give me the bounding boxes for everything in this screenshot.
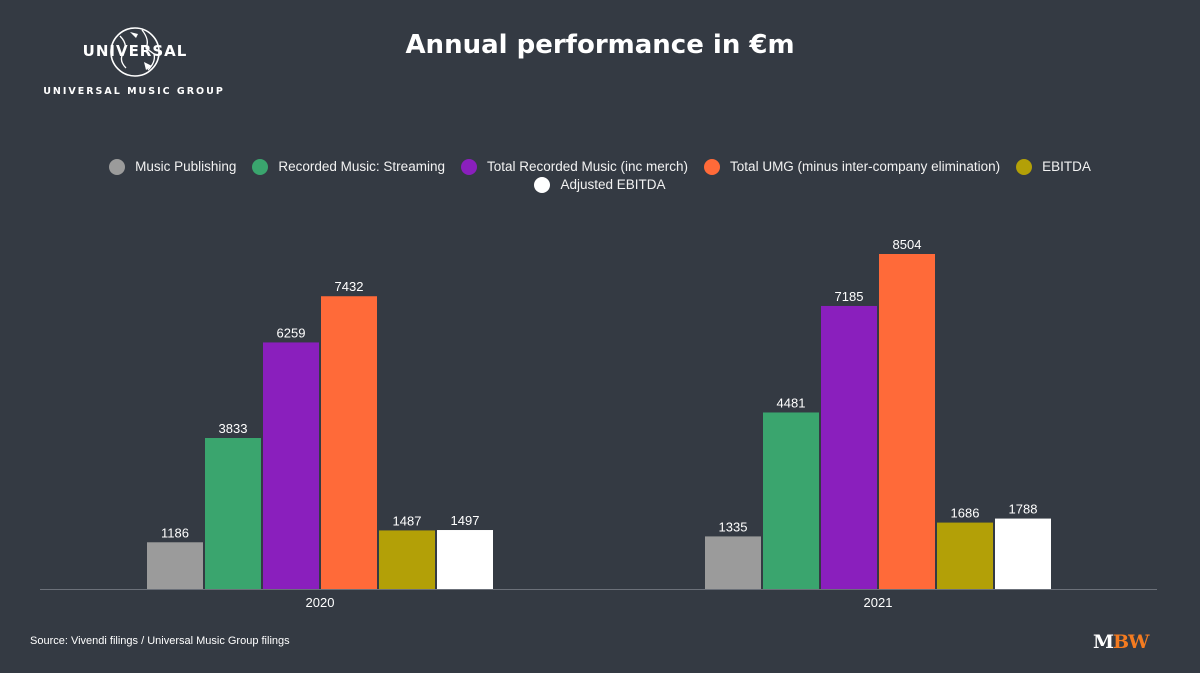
logo-wordmark: UNIVERSAL bbox=[82, 42, 188, 60]
data-label: 6259 bbox=[277, 325, 306, 340]
x-tick-label: 2020 bbox=[306, 595, 335, 610]
data-label: 7185 bbox=[835, 289, 864, 304]
data-label: 8504 bbox=[893, 237, 922, 252]
bar bbox=[147, 542, 203, 589]
data-label: 1686 bbox=[951, 506, 980, 521]
legend-swatch bbox=[252, 159, 269, 175]
bar bbox=[879, 254, 935, 589]
bar bbox=[705, 536, 761, 589]
legend-label: Recorded Music: Streaming bbox=[278, 159, 445, 174]
bar bbox=[763, 412, 819, 589]
legend-label: Adjusted EBITDA bbox=[560, 177, 666, 192]
bar bbox=[995, 518, 1051, 589]
legend-swatch bbox=[109, 159, 126, 175]
bar bbox=[937, 522, 993, 589]
mbw-logo-m: M bbox=[1093, 631, 1114, 653]
source-note: Source: Vivendi filings / Universal Musi… bbox=[30, 635, 290, 647]
legend-swatch bbox=[534, 177, 551, 193]
data-label: 3833 bbox=[219, 421, 248, 436]
data-label: 1335 bbox=[719, 519, 748, 534]
legend-label: Music Publishing bbox=[135, 159, 237, 174]
legend-label: EBITDA bbox=[1042, 159, 1091, 174]
legend-item: Total Recorded Music (inc merch) bbox=[460, 158, 689, 176]
bar bbox=[379, 530, 435, 589]
x-tick-label: 2021 bbox=[864, 595, 893, 610]
mbw-logo: MBW bbox=[1093, 631, 1149, 653]
chart-title: Annual performance in €m bbox=[405, 30, 795, 60]
legend-swatch bbox=[704, 159, 721, 175]
universal-music-group-logo: UNIVERSAL UNIVERSAL MUSIC GROUP bbox=[38, 22, 230, 102]
bar bbox=[321, 296, 377, 589]
data-label: 1186 bbox=[161, 525, 189, 540]
legend-item: EBITDA bbox=[1016, 158, 1091, 176]
bar bbox=[205, 438, 261, 589]
legend-label: Total UMG (minus inter-company eliminati… bbox=[730, 159, 1001, 174]
legend-swatch bbox=[460, 159, 477, 175]
data-label: 7432 bbox=[335, 279, 364, 294]
data-label: 1497 bbox=[451, 513, 480, 528]
logo-subtitle: UNIVERSAL MUSIC GROUP bbox=[43, 86, 225, 97]
legend-label: Total Recorded Music (inc merch) bbox=[486, 159, 689, 174]
bar bbox=[437, 530, 493, 589]
globe-icon bbox=[110, 27, 160, 77]
legend-item: Adjusted EBITDA bbox=[534, 176, 666, 194]
legend-item: Recorded Music: Streaming bbox=[252, 158, 445, 176]
bar bbox=[821, 305, 877, 589]
data-label: 1788 bbox=[1009, 502, 1038, 517]
legend-swatch bbox=[1016, 159, 1033, 175]
data-label: 4481 bbox=[777, 395, 806, 410]
legend-item: Music Publishing bbox=[109, 158, 236, 176]
chart-legend: Music Publishing Recorded Music: Streamin… bbox=[60, 158, 1140, 194]
data-label: 1487 bbox=[393, 513, 422, 528]
bar bbox=[263, 342, 319, 589]
mbw-logo-bw: BW bbox=[1113, 631, 1149, 653]
legend-item: Total UMG (minus inter-company eliminati… bbox=[704, 158, 1000, 176]
